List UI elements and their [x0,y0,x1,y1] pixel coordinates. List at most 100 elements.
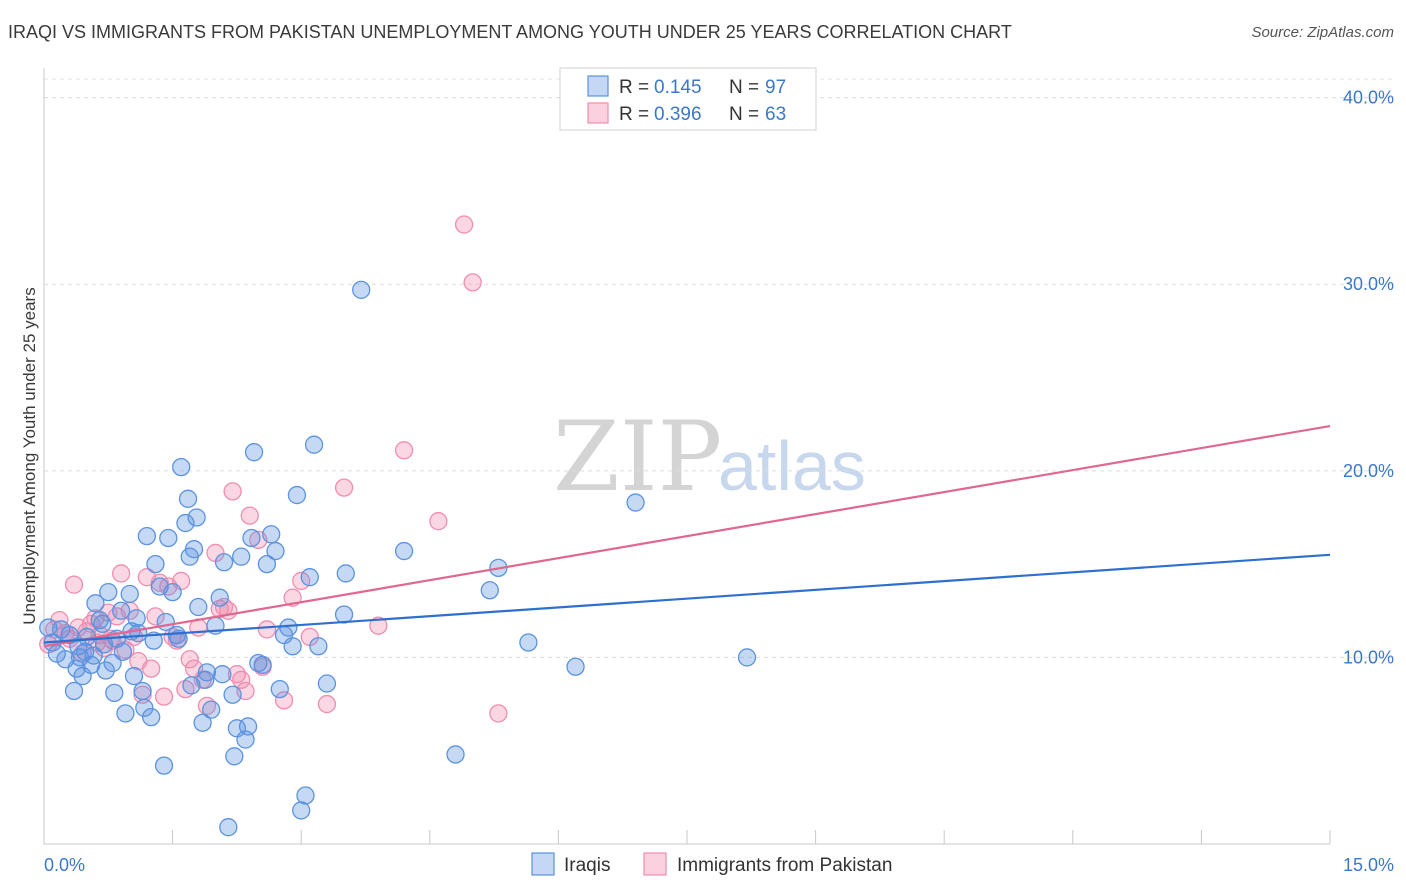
iraqi-point [159,528,178,548]
bottom-legend-swatch-pakistan [643,852,667,876]
iraqi-point [182,676,201,695]
iraqi-point [103,653,122,673]
iraqi-point [86,594,105,613]
x-tick-label-max: 15.0% [1343,855,1394,875]
y-tick-labels: 10.0% 20.0% 30.0% 40.0% [1343,88,1394,668]
iraqi-point [480,581,499,600]
bottom-legend-swatch-iraqis [531,852,555,876]
iraqi-point [105,683,124,703]
iraqi-point [84,646,103,665]
trend-lines [43,424,1331,648]
pakistan-point [142,659,161,678]
iraqi-point [163,582,182,602]
y-tick-label: 10.0% [1343,647,1394,667]
pakistan-point [463,273,482,292]
iraqi-point [244,443,264,462]
chart-source: Source: ZipAtlas.com [1251,24,1394,41]
legend-n-label-iraqis: N = [729,77,759,98]
iraqi-point [296,786,315,805]
pakistan-point [394,441,414,460]
iraqi-point [116,704,135,723]
legend-r-value-pakistan: 0.396 [654,104,702,125]
legend-r-value-iraqis: 0.145 [654,77,702,98]
iraqi-point [266,541,285,561]
iraqi-point [178,489,198,508]
pakistan-point [369,616,388,635]
iraqi-point [187,508,206,527]
pakistan-point [429,512,448,531]
iraqi-point [737,648,757,667]
iraqi-point [197,663,217,682]
pakistan-point [240,506,259,525]
iraqi-point [287,485,307,505]
legend-n-value-pakistan: 63 [765,104,786,125]
y-tick-label: 30.0% [1343,274,1394,294]
pakistan-point [489,704,508,723]
legend-r-label-pakistan: R = [619,104,649,125]
trend-line-iraqis [43,553,1331,644]
iraqi-point [189,597,208,617]
iraqi-point [113,642,133,661]
iraqi-point [219,818,238,837]
iraqi-point [112,601,131,620]
pakistan-point [257,620,277,639]
iraqi-point [309,637,328,656]
series-iraqis-points [39,280,757,837]
chart-title: IRAQI VS IMMIGRANTS FROM PAKISTAN UNEMPL… [8,22,1012,42]
pakistan-point [146,607,165,626]
iraqi-point [172,457,191,477]
iraqi-point [137,526,157,546]
iraqi-point [99,582,118,602]
bottom-legend-label-iraqis: Iraqis [564,855,610,876]
iraqi-point [334,605,354,624]
iraqi-point [202,700,221,719]
iraqi-point [120,584,139,604]
pakistan-point [454,215,474,234]
pakistan-point [334,478,354,497]
legend-r-label-iraqis: R = [619,77,649,98]
iraqi-point [210,588,229,607]
iraqi-point [446,745,465,764]
iraqi-point [317,674,337,693]
iraqi-point [253,655,272,675]
iraqi-point [336,564,355,583]
iraqi-point [154,756,174,775]
legend-n-label-pakistan: N = [729,104,759,125]
iraqi-point [214,553,234,572]
iraqi-point [283,637,302,656]
iraqi-point [93,614,112,633]
iraqi-point [300,568,319,587]
pakistan-point [274,691,294,710]
pakistan-point [223,482,242,501]
iraqi-point [238,717,258,736]
iraqi-point [213,665,232,684]
series-legend: Iraqis Immigrants from Pakistan [531,852,892,876]
watermark: ZIP atlas [553,401,866,513]
iraqi-point [146,554,165,574]
iraqi-point [133,681,152,701]
iraqi-point [124,666,144,686]
iraqi-point [225,747,244,766]
y-tick-label: 40.0% [1343,88,1394,108]
iraqi-point [196,670,215,689]
iraqi-point [262,525,281,544]
gridlines [44,78,1394,658]
y-tick-label: 20.0% [1343,461,1394,481]
iraqi-point [279,618,298,637]
iraqi-point [142,707,161,727]
iraqi-point [626,493,645,512]
iraqi-point [394,541,414,561]
pakistan-point [64,575,84,594]
iraqi-point [257,554,277,574]
iraqi-point [176,513,195,533]
iraqi-point [566,657,585,676]
iraqi-point [184,540,204,559]
iraqi-point [193,713,212,732]
legend-n-value-iraqis: 97 [765,77,786,98]
iraqi-point [242,528,261,548]
pakistan-point [154,687,174,706]
iraqi-point [304,435,324,454]
pakistan-point [180,650,199,669]
pakistan-point [112,564,131,583]
